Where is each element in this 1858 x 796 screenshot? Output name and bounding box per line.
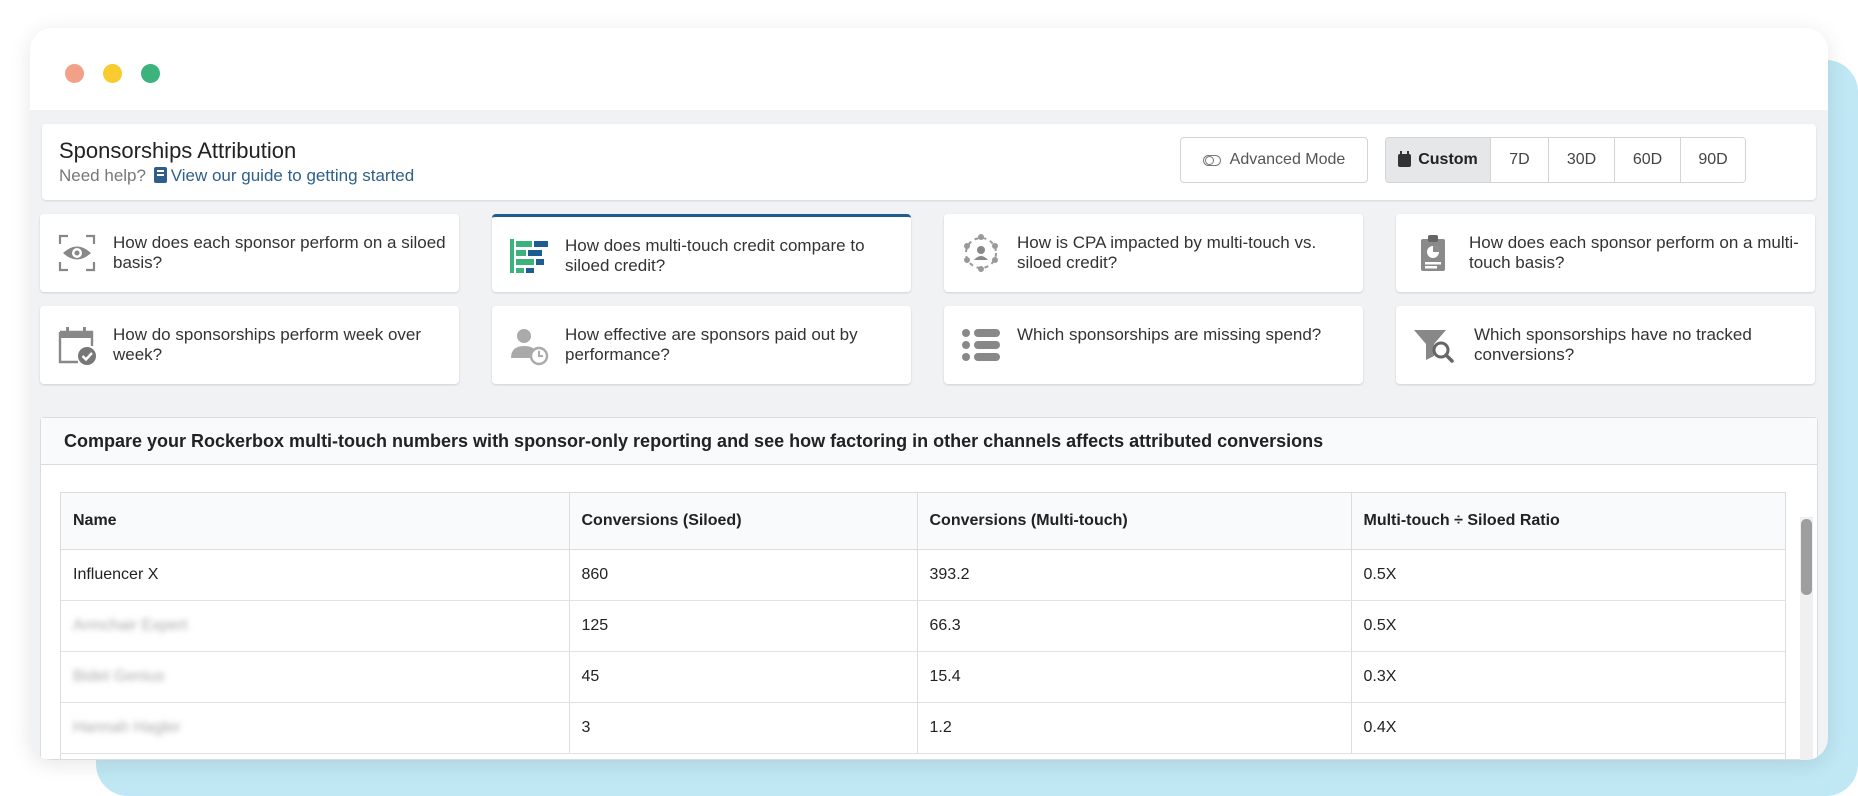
table-cell-name: Hannah Hagler xyxy=(61,702,570,754)
column-header[interactable]: Conversions (Siloed) xyxy=(569,493,918,550)
window-maximize-button[interactable] xyxy=(141,64,160,83)
window-close-button[interactable] xyxy=(65,64,84,83)
question-text: Which sponsorships have no tracked conve… xyxy=(1474,325,1752,364)
app-window: Sponsorships Attribution Need help? View… xyxy=(30,28,1828,760)
bar-compare-icon xyxy=(510,239,548,273)
help-prefix: Need help? xyxy=(59,166,146,185)
question-text: How does each sponsor perform on a siloe… xyxy=(113,233,446,272)
page-header: Sponsorships Attribution Need help? View… xyxy=(42,124,1816,200)
table-cell: 1.2 xyxy=(917,702,1352,754)
question-text: How is CPA impacted by multi-touch vs. s… xyxy=(1017,233,1317,272)
column-header[interactable]: Name xyxy=(61,493,570,550)
person-clock-icon xyxy=(511,329,549,366)
question-text: How do sponsorships perform week over we… xyxy=(113,325,422,364)
table-cell: 0.3X xyxy=(1351,651,1785,703)
question-card[interactable]: How effective are sponsors paid out by p… xyxy=(492,306,911,384)
data-table: Name Conversions (Siloed) Conversions (M… xyxy=(61,493,1785,754)
calendar-check-icon xyxy=(58,327,96,365)
data-table-container: Name Conversions (Siloed) Conversions (M… xyxy=(60,492,1786,760)
question-card[interactable]: How do sponsorships perform week over we… xyxy=(40,306,459,384)
question-card[interactable]: Which sponsorships have no tracked conve… xyxy=(1396,306,1815,384)
question-text: How does each sponsor perform on a multi… xyxy=(1469,233,1799,272)
table-cell: 0.5X xyxy=(1351,600,1785,652)
question-text: Which sponsorships are missing spend? xyxy=(1017,325,1322,344)
panel-heading: Compare your Rockerbox multi-touch numbe… xyxy=(41,418,1817,465)
list-icon xyxy=(962,329,1000,361)
table-row[interactable]: Influencer X 860 393.2 0.5X xyxy=(61,549,1785,601)
question-text: How effective are sponsors paid out by p… xyxy=(565,325,858,364)
page-title: Sponsorships Attribution xyxy=(59,138,297,163)
table-cell: 15.4 xyxy=(917,651,1352,703)
calendar-icon xyxy=(1398,150,1412,167)
table-scrollbar[interactable] xyxy=(1800,517,1813,760)
date-range-selector: Custom 7D 30D 60D 90D xyxy=(1385,137,1746,183)
range-60d-button[interactable]: 60D xyxy=(1614,138,1680,182)
table-cell: 0.4X xyxy=(1351,702,1785,754)
table-cell: 3 xyxy=(569,702,918,754)
table-cell-name: Armchair Expert xyxy=(61,600,570,652)
question-card[interactable]: Which sponsorships are missing spend? xyxy=(944,306,1363,384)
table-row[interactable]: Bidet Genius 45 15.4 0.3X xyxy=(61,651,1785,703)
eye-icon xyxy=(58,234,96,272)
filter-search-icon xyxy=(1414,330,1454,363)
guide-link[interactable]: View our guide to getting started xyxy=(170,166,415,185)
table-cell: 393.2 xyxy=(917,549,1352,601)
table-row[interactable]: Armchair Expert 125 66.3 0.5X xyxy=(61,600,1785,652)
table-cell-name: Bidet Genius xyxy=(61,651,570,703)
book-icon xyxy=(153,167,167,183)
scrollbar-thumb[interactable] xyxy=(1801,519,1812,595)
table-cell-name: Influencer X xyxy=(61,549,570,601)
column-header[interactable]: Conversions (Multi-touch) xyxy=(917,493,1352,550)
table-cell: 860 xyxy=(569,549,918,601)
question-card[interactable]: How does each sponsor perform on a multi… xyxy=(1396,214,1815,292)
column-header[interactable]: Multi-touch ÷ Siloed Ratio xyxy=(1351,493,1785,550)
range-30d-button[interactable]: 30D xyxy=(1548,138,1614,182)
table-cell: 0.5X xyxy=(1351,549,1785,601)
advanced-mode-label: Advanced Mode xyxy=(1229,151,1346,168)
table-cell: 125 xyxy=(569,600,918,652)
question-card-selected[interactable]: How does multi-touch credit compare to s… xyxy=(492,214,911,292)
table-cell: 66.3 xyxy=(917,600,1352,652)
range-90d-button[interactable]: 90D xyxy=(1680,138,1745,182)
help-line: Need help? View our guide to getting sta… xyxy=(59,166,414,186)
range-7d-button[interactable]: 7D xyxy=(1490,138,1548,182)
window-titlebar xyxy=(30,28,1828,110)
comparison-panel: Compare your Rockerbox multi-touch numbe… xyxy=(40,417,1818,760)
advanced-mode-button[interactable]: Advanced Mode xyxy=(1180,137,1368,183)
window-minimize-button[interactable] xyxy=(103,64,122,83)
person-network-icon xyxy=(964,234,998,272)
question-card[interactable]: How does each sponsor perform on a siloe… xyxy=(40,214,459,292)
clipboard-chart-icon xyxy=(1421,235,1445,271)
table-cell: 45 xyxy=(569,651,918,703)
question-text: How does multi-touch credit compare to s… xyxy=(565,236,865,275)
toggle-icon xyxy=(1202,154,1221,166)
range-custom-button[interactable]: Custom xyxy=(1386,138,1490,182)
question-card[interactable]: How is CPA impacted by multi-touch vs. s… xyxy=(944,214,1363,292)
table-header-row: Name Conversions (Siloed) Conversions (M… xyxy=(61,493,1785,550)
table-row[interactable]: Hannah Hagler 3 1.2 0.4X xyxy=(61,702,1785,754)
